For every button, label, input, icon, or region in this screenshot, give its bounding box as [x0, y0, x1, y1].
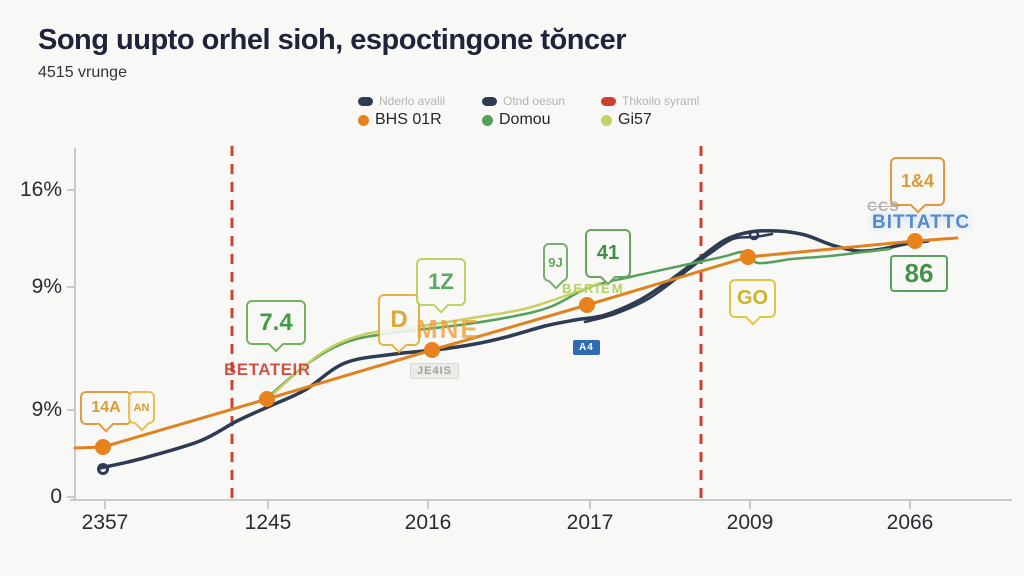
y-tick-label: 9% — [31, 275, 62, 298]
line-gi57 — [270, 281, 602, 397]
callout-14a: 14A — [80, 391, 132, 425]
legend-item-thkoilo-syraml: Thkoilo syraml — [601, 94, 731, 108]
annotation-ccs: CCS — [867, 198, 900, 214]
data-point-marker — [95, 439, 111, 455]
callout-41: 41 — [585, 229, 631, 278]
legend-item-gi57: Gi57 — [601, 111, 731, 129]
legend-item-nderlo-avalil: Nderlo avalil — [358, 94, 482, 108]
callout-9j: 9J — [543, 243, 568, 282]
data-point-marker — [259, 391, 275, 407]
legend-dot-navy-icon — [482, 96, 497, 106]
line-nderlo-avalil — [98, 228, 930, 470]
legend-dot-red-icon — [601, 96, 616, 106]
data-point-marker — [907, 233, 923, 249]
legend-label: Thkoilo syraml — [622, 94, 700, 108]
y-tick-label: 0 — [50, 485, 62, 508]
legend-item-domou: Domou — [482, 111, 601, 129]
badge-a4: A4 — [573, 340, 600, 355]
legend-label: BHS 01R — [375, 111, 442, 128]
legend-dot-orange-icon — [358, 114, 369, 126]
x-tick-label: 2066 — [886, 511, 934, 534]
page-subtitle: 4515 vrunge — [38, 64, 127, 81]
chart-legend: Nderlo avalil Otnd oesun Thkoilo syraml … — [358, 94, 731, 129]
data-point-marker — [579, 297, 595, 313]
line-knot-marker — [97, 463, 109, 475]
data-point-marker — [424, 342, 440, 358]
x-tick-label: 2357 — [81, 511, 129, 534]
legend-dot-yellow-icon — [601, 114, 612, 126]
annotation-beriem: BERIEM — [562, 281, 625, 296]
annotation-mne: MNE — [416, 314, 480, 344]
annotation-je4is: JE4IS — [410, 363, 459, 379]
legend-item-otnd-oesun: Otnd oesun — [482, 94, 601, 108]
legend-label: Nderlo avalil — [379, 94, 446, 108]
line-bhs-01r — [73, 236, 959, 450]
legend-item-bhs-01r: BHS 01R — [358, 111, 482, 129]
legend-dot-navy-icon — [358, 96, 373, 106]
x-tick-label: 2016 — [404, 511, 452, 534]
value-box-86: 86 — [890, 255, 948, 292]
callout-an: AN — [128, 391, 155, 424]
callout-1-4: 1&4 — [890, 157, 945, 206]
data-point-marker — [740, 249, 756, 265]
y-tick-label: 9% — [31, 398, 62, 421]
line-domou — [265, 247, 892, 400]
callout-go: GO — [729, 279, 776, 318]
legend-label: Otnd oesun — [503, 94, 566, 108]
annotation-betateir: BETATEIR — [224, 360, 311, 379]
page-title: Song uupto orhel sioh, espoctingone tŏnc… — [38, 24, 627, 56]
legend-label: Gi57 — [618, 111, 652, 128]
x-tick-label: 2009 — [726, 511, 774, 534]
legend-label: Domou — [499, 111, 551, 128]
line-knot-marker — [748, 229, 760, 241]
legend-dot-green-icon — [482, 114, 493, 126]
line-otnd-oesun — [583, 232, 774, 324]
callout-d: D — [378, 294, 420, 346]
callout-7-4: 7.4 — [246, 300, 306, 345]
callout-1z: 1Z — [416, 258, 466, 306]
x-tick-label: 2017 — [566, 511, 614, 534]
annotation-bittattc: BITTATTC — [872, 212, 971, 233]
y-tick-label: 16% — [19, 178, 62, 201]
x-tick-label: 1245 — [244, 511, 292, 534]
